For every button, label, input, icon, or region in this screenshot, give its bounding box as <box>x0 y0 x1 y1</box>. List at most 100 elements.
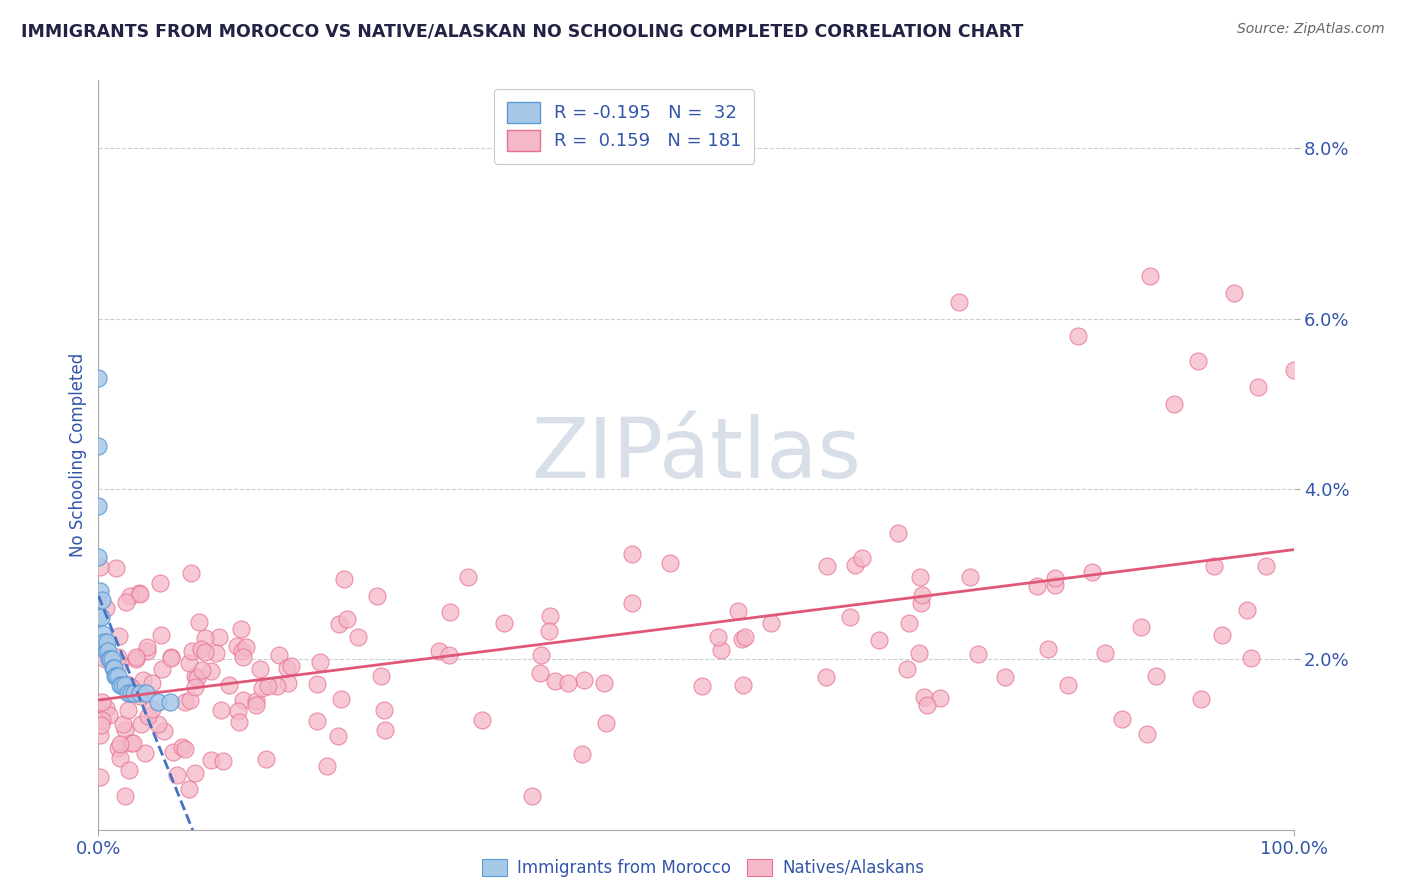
Point <box>471 714 494 728</box>
Point <box>89 770 111 784</box>
Text: Source: ZipAtlas.com: Source: ZipAtlas.com <box>1237 22 1385 37</box>
Point <box>132 673 155 688</box>
Point <box>1163 397 1185 411</box>
Point <box>245 694 267 708</box>
Point <box>115 595 138 609</box>
Point <box>276 661 298 675</box>
Point <box>90 718 112 732</box>
Point <box>136 709 159 723</box>
Point <box>160 651 183 665</box>
Point <box>226 704 249 718</box>
Point <box>179 782 201 797</box>
Point <box>115 677 138 691</box>
Point <box>87 371 110 385</box>
Point <box>104 669 127 683</box>
Point <box>309 656 332 670</box>
Point <box>1111 712 1133 726</box>
Point <box>118 763 141 777</box>
Point <box>659 556 682 570</box>
Point <box>595 715 617 730</box>
Point <box>125 651 148 665</box>
Point <box>266 679 288 693</box>
Point <box>148 716 170 731</box>
Point <box>91 695 114 709</box>
Point <box>98 708 121 723</box>
Point <box>620 597 643 611</box>
Point <box>887 525 910 540</box>
Point <box>1057 677 1080 691</box>
Point <box>250 681 273 696</box>
Legend: R = -0.195   N =  32, R =  0.159   N = 181: R = -0.195 N = 32, R = 0.159 N = 181 <box>495 89 754 163</box>
Point <box>91 626 114 640</box>
Point <box>908 570 931 584</box>
Point <box>103 661 125 675</box>
Point <box>908 646 931 660</box>
Point <box>107 650 129 665</box>
Point <box>200 665 222 679</box>
Point <box>910 596 932 610</box>
Point <box>307 676 329 690</box>
Point <box>844 558 866 572</box>
Point <box>912 690 935 705</box>
Y-axis label: No Schooling Completed: No Schooling Completed <box>69 353 87 557</box>
Point <box>200 754 222 768</box>
Point <box>928 690 950 705</box>
Point <box>1223 286 1246 301</box>
Point <box>690 679 713 693</box>
Point <box>129 587 152 601</box>
Point <box>128 586 150 600</box>
Point <box>87 609 110 624</box>
Point <box>1025 579 1047 593</box>
Point <box>93 652 115 666</box>
Point <box>267 648 290 663</box>
Point <box>186 671 208 685</box>
Point <box>141 702 163 716</box>
Point <box>205 646 228 660</box>
Point <box>761 616 783 631</box>
Point <box>91 713 114 727</box>
Point <box>277 675 299 690</box>
Point <box>87 550 110 565</box>
Point <box>98 652 121 666</box>
Point <box>1240 651 1263 665</box>
Point <box>114 789 136 803</box>
Point <box>231 622 253 636</box>
Point <box>136 644 159 658</box>
Point <box>160 649 183 664</box>
Point <box>149 576 172 591</box>
Point <box>129 686 152 700</box>
Point <box>280 659 302 673</box>
Point <box>87 499 110 513</box>
Point <box>1139 269 1161 284</box>
Point <box>815 558 838 573</box>
Point <box>427 644 450 658</box>
Point <box>120 680 142 694</box>
Text: IMMIGRANTS FROM MOROCCO VS NATIVE/ALASKAN NO SCHOOLING COMPLETED CORRELATION CHA: IMMIGRANTS FROM MOROCCO VS NATIVE/ALASKA… <box>21 22 1024 40</box>
Point <box>347 630 370 644</box>
Point <box>538 608 561 623</box>
Point <box>184 668 207 682</box>
Point <box>187 615 209 630</box>
Point <box>101 661 124 675</box>
Point <box>120 686 142 700</box>
Point <box>87 439 110 453</box>
Point <box>254 752 277 766</box>
Point <box>1043 570 1066 584</box>
Point <box>128 689 150 703</box>
Point <box>1144 669 1167 683</box>
Point <box>330 692 353 706</box>
Point <box>134 746 156 760</box>
Point <box>93 635 115 649</box>
Point <box>162 745 184 759</box>
Point <box>621 547 644 561</box>
Point <box>1202 559 1225 574</box>
Point <box>231 644 253 658</box>
Point <box>896 662 918 676</box>
Point <box>108 657 131 671</box>
Point <box>172 739 194 754</box>
Point <box>181 644 204 658</box>
Point <box>108 629 131 643</box>
Point <box>967 647 990 661</box>
Point <box>1282 363 1305 377</box>
Point <box>814 670 837 684</box>
